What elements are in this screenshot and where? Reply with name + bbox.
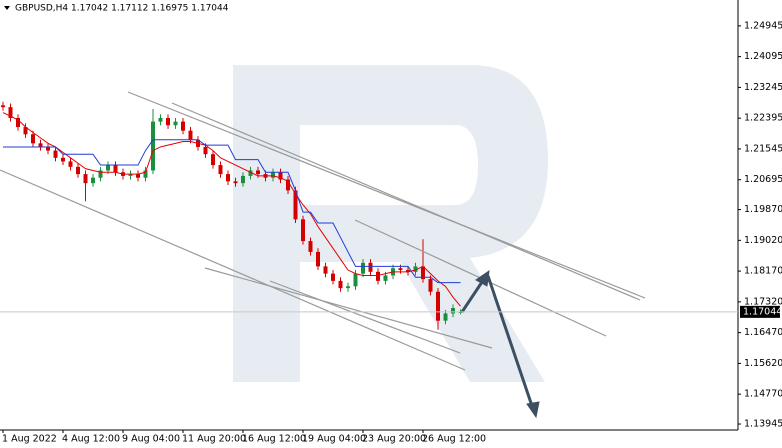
candle-body — [8, 107, 13, 118]
y-tick-label: 1.17320 — [744, 296, 782, 307]
candle-body — [256, 170, 260, 175]
candle-body — [53, 150, 58, 158]
trend-line — [204, 267, 493, 349]
plot-area — [1, 101, 463, 330]
arrowhead — [526, 401, 540, 419]
candle-body — [413, 266, 418, 272]
candle-body — [383, 275, 388, 281]
candle-body — [16, 117, 20, 128]
candle-body — [91, 177, 95, 184]
candle-body — [23, 127, 28, 135]
candle-body — [61, 157, 65, 162]
candle-body — [113, 165, 118, 173]
candle-body — [331, 273, 335, 281]
candle-body — [151, 121, 155, 171]
candle-body — [1, 105, 5, 108]
candle-body — [376, 271, 380, 281]
candle-body — [173, 121, 178, 126]
candle-body — [203, 146, 208, 155]
y-tick-label: 1.20695 — [744, 174, 782, 185]
candle-body — [211, 154, 215, 166]
x-tick-label: 4 Aug 12:00 — [62, 434, 120, 445]
arrow-up — [460, 278, 486, 313]
candle-body — [443, 313, 448, 321]
candle-body — [46, 146, 50, 151]
candle-body — [166, 117, 170, 126]
candle-body — [301, 219, 305, 242]
trend-line — [127, 91, 646, 299]
indicator-line — [3, 139, 461, 284]
candle-body — [428, 279, 433, 292]
candle-body — [278, 172, 283, 180]
candle-body — [248, 170, 253, 176]
x-tick-label: 26 Aug 12:00 — [422, 434, 486, 445]
candle-body — [421, 266, 425, 280]
candle-body — [218, 165, 223, 175]
candle-body — [76, 166, 80, 175]
forecast-arrows — [460, 269, 540, 419]
y-tick-label: 1.19870 — [744, 204, 782, 215]
trend-line — [171, 102, 641, 301]
candle-body — [436, 291, 440, 321]
candle-body — [38, 143, 43, 147]
x-tick-label: 16 Aug 12:00 — [242, 434, 306, 445]
x-tick-label: 11 Aug 20:00 — [182, 434, 246, 445]
candle-body — [286, 179, 290, 191]
candle-body — [136, 174, 140, 178]
candle-body — [451, 308, 455, 314]
candle-body — [233, 181, 238, 184]
y-tick-label: 1.13945 — [744, 419, 782, 430]
y-tick-label: 1.19020 — [744, 235, 782, 246]
y-tick-label: 1.15620 — [744, 358, 782, 369]
candle-body — [271, 172, 275, 178]
y-tick-label: 1.18170 — [744, 266, 782, 277]
x-tick-label: 23 Aug 20:00 — [362, 434, 426, 445]
trend-line — [269, 280, 461, 354]
candle-body — [398, 268, 403, 271]
candle-body — [346, 286, 350, 289]
y-tick-label: 1.23245 — [744, 82, 782, 93]
y-tick-label: 1.24945 — [744, 20, 782, 31]
candle-body — [128, 174, 133, 176]
candle-body — [98, 170, 103, 178]
candle-body — [241, 175, 245, 184]
y-tick-label: 1.16470 — [744, 327, 782, 338]
candle-body — [406, 270, 410, 272]
candle-body — [323, 266, 328, 274]
candle-body — [68, 161, 73, 167]
candle-body — [338, 280, 343, 289]
current-price-box — [740, 305, 780, 318]
candle-body — [106, 165, 110, 171]
candle-body — [181, 121, 185, 131]
candle-body — [226, 174, 230, 182]
y-tick-label: 1.22395 — [744, 113, 782, 124]
arrow-down — [486, 275, 534, 407]
candle-body — [158, 117, 163, 122]
x-tick-label: 1 Aug 2022 — [2, 434, 57, 445]
x-tick-label: 9 Aug 04:00 — [122, 434, 180, 445]
y-tick-label: 1.21545 — [744, 143, 782, 154]
x-tick-label: 19 Aug 04:00 — [302, 434, 366, 445]
candle-body — [83, 174, 88, 184]
candle-body — [368, 262, 373, 272]
y-tick-label: 1.14770 — [744, 389, 782, 400]
candle-body — [316, 251, 320, 267]
indicator-line — [2, 112, 461, 307]
candle-body — [353, 273, 358, 287]
candle-body — [188, 130, 193, 140]
chart-title: GBPUSD,H4 1.17042 1.17112 1.16975 1.1704… — [15, 4, 229, 14]
candle-body — [31, 134, 35, 144]
candle-body — [361, 262, 365, 274]
menu-triangle — [4, 6, 10, 10]
trend-line — [0, 169, 466, 371]
candle-body — [143, 170, 148, 178]
candle-body — [293, 190, 298, 220]
candle-body — [308, 241, 313, 252]
y-tick-label: 1.24095 — [744, 51, 782, 62]
current-price-label: 1.17044 — [743, 306, 782, 317]
